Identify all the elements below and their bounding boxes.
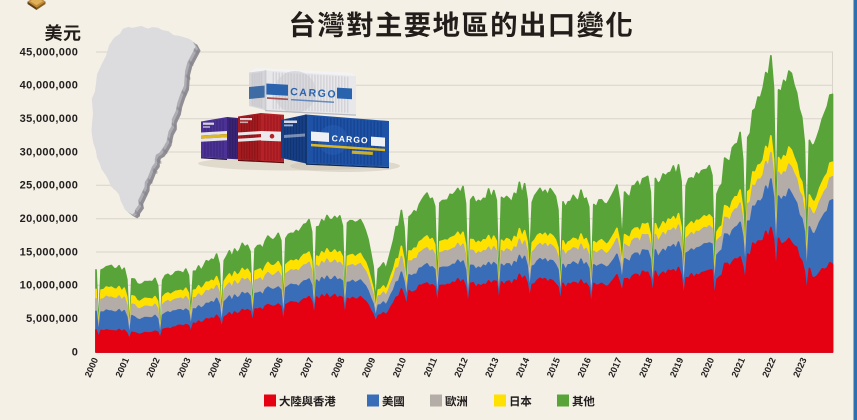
svg-text:30,000,000: 30,000,000	[20, 146, 79, 158]
svg-text:CARGO: CARGO	[290, 86, 338, 101]
svg-text:45,000,000: 45,000,000	[20, 46, 79, 58]
svg-text:CARGO: CARGO	[331, 133, 369, 145]
svg-text:10,000,000: 10,000,000	[20, 280, 79, 292]
svg-text:5,000,000: 5,000,000	[26, 313, 78, 325]
svg-text:0: 0	[72, 346, 78, 358]
svg-text:40,000,000: 40,000,000	[20, 80, 79, 92]
svg-text:35,000,000: 35,000,000	[20, 113, 79, 125]
svg-text:15,000,000: 15,000,000	[20, 246, 79, 258]
svg-text:25,000,000: 25,000,000	[20, 180, 79, 192]
svg-text:20,000,000: 20,000,000	[20, 213, 79, 225]
